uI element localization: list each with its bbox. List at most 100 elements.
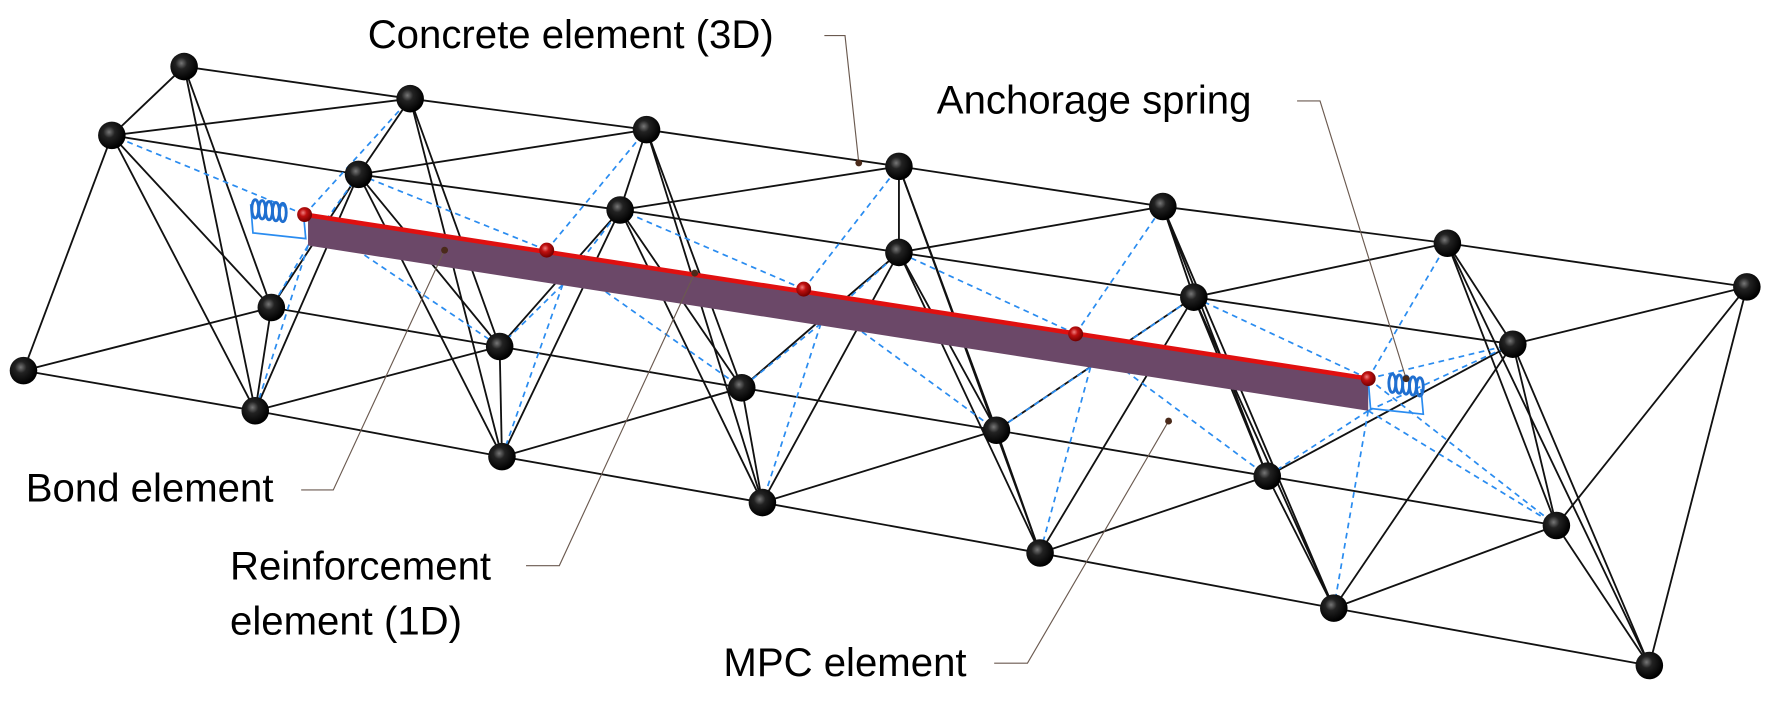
concrete-node: [98, 121, 126, 150]
mpc-dashed-line: [803, 288, 997, 431]
concrete-node: [1180, 283, 1208, 311]
mpc-dashed-line: [741, 322, 822, 389]
bottom-back-chord: [996, 429, 1268, 478]
top-front-chord: [358, 173, 621, 211]
lattice-edge: [23, 306, 272, 372]
top-back-chord: [410, 97, 647, 131]
lattice-edge: [254, 174, 360, 412]
concrete-node: [1026, 539, 1054, 567]
reinforcement-node: [539, 242, 555, 258]
mpc-dashed-line: [898, 251, 1076, 335]
spring-bracket: [1367, 379, 1425, 416]
reinforcement-node: [1360, 371, 1376, 387]
lattice-edge: [740, 387, 764, 503]
bottom-back-chord: [741, 386, 997, 432]
concrete-node: [1733, 273, 1761, 301]
mpc-dashed-line: [270, 245, 309, 308]
concrete-node: [241, 396, 270, 425]
top-back-chord: [1447, 242, 1747, 288]
leader-line: [301, 249, 446, 491]
mpc-dashed-line: [1368, 343, 1513, 380]
concrete-node: [1253, 462, 1282, 490]
lattice-edge: [645, 129, 743, 389]
lattice-edge: [111, 65, 185, 137]
top-front-chord: [898, 251, 1194, 299]
mpc-dashed-line: [1332, 410, 1370, 609]
bottom-front-chord: [1039, 552, 1334, 610]
lattice-edge: [357, 173, 503, 458]
bottom-front-chord: [1333, 607, 1650, 667]
concrete-node: [727, 374, 756, 402]
mpc-dashed-line: [254, 245, 309, 412]
label-reinforcement-element-line2: element (1D): [230, 599, 462, 644]
concrete-node: [1635, 651, 1664, 680]
mpc-dashed-line: [761, 323, 822, 503]
concrete-node: [1542, 511, 1571, 540]
lattice-edge: [1446, 242, 1651, 666]
lattice-edge: [1446, 242, 1558, 526]
lattice-edge: [409, 98, 503, 457]
lattice-edge: [501, 209, 621, 458]
label-anchorage-spring: Anchorage spring: [937, 78, 1252, 123]
lattice-edge: [111, 97, 411, 137]
lattice-edge: [183, 66, 257, 411]
leader-dot: [855, 159, 863, 167]
lattice-edge: [111, 134, 257, 412]
lattice-edge: [619, 209, 764, 503]
spring-coil: [277, 201, 288, 224]
lattice-edge: [183, 66, 273, 308]
lattice-edge: [1333, 343, 1514, 609]
bottom-back-chord: [1267, 475, 1557, 527]
lattice-edge: [1039, 475, 1268, 554]
bond-element-band: [308, 216, 1369, 411]
label-reinforcement-element-line1: Reinforcement: [230, 543, 491, 588]
mpc-dashed-line: [499, 283, 564, 348]
lattice-edge: [1511, 344, 1558, 526]
label-concrete-element: Concrete element (3D): [368, 12, 774, 57]
mpc-dashed-line: [358, 173, 548, 251]
spring-coil: [1414, 376, 1425, 398]
label-mpc-element: MPC element: [723, 640, 966, 685]
lattice-edge: [898, 166, 1041, 554]
leader-lines: [301, 34, 1410, 664]
mpc-dashed-line: [303, 98, 411, 216]
bottom-front-chord: [255, 409, 503, 458]
lattice-edge: [501, 386, 743, 458]
reinforcement-node: [297, 207, 313, 223]
reinforcement-line: [304, 212, 1369, 381]
reinforcement-node: [796, 281, 812, 297]
concrete-node: [982, 416, 1011, 445]
mpc-dashed-line: [546, 249, 743, 389]
lattice-edge: [409, 98, 501, 347]
lattice-edge: [1333, 524, 1557, 609]
concrete-node: [1433, 229, 1462, 258]
mpc-dashed-lines: [111, 98, 1557, 609]
lattice-edge: [1039, 296, 1195, 554]
lattice-edge: [762, 429, 997, 504]
mpc-dashed-line: [304, 213, 501, 348]
top-front-chord: [111, 134, 359, 176]
concrete-node: [485, 332, 514, 361]
bottom-back-chord: [271, 306, 500, 348]
mpc-dashed-line: [111, 134, 305, 216]
top-front-chord: [1193, 296, 1513, 346]
lattice-edge: [358, 128, 647, 176]
label-bond-element: Bond element: [26, 465, 274, 510]
lattice-edge: [1512, 285, 1748, 346]
top-back-chord: [898, 165, 1163, 208]
mpc-dashed-line: [820, 251, 900, 325]
mpc-dashed-line: [1075, 333, 1268, 477]
concrete-node: [344, 160, 373, 189]
concrete-node: [170, 52, 198, 81]
concrete-nodes: [9, 52, 1761, 680]
bottom-front-chord: [762, 501, 1041, 554]
concrete-node: [885, 152, 913, 181]
mpc-dashed-line: [1193, 296, 1369, 380]
lattice-edge: [1511, 343, 1651, 666]
leader-dot: [1402, 375, 1410, 383]
top-back-chord: [1162, 205, 1448, 245]
concrete-node: [1499, 330, 1527, 358]
concrete-node: [748, 488, 777, 517]
top-back-chord: [183, 65, 411, 100]
